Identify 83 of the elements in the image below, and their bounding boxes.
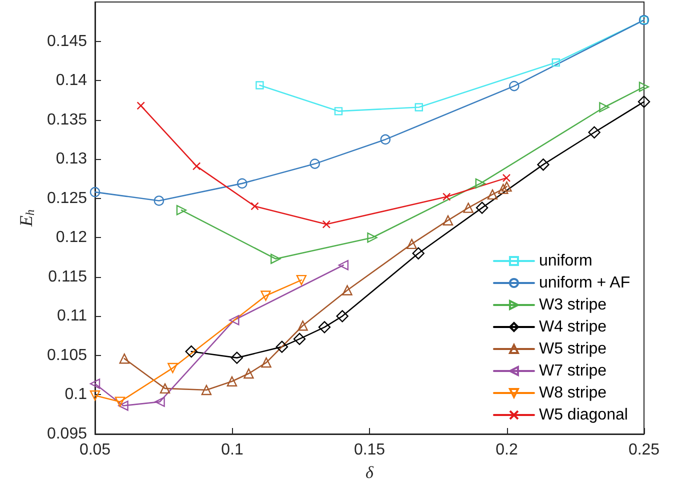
point bbox=[509, 80, 520, 92]
point bbox=[90, 186, 100, 198]
point bbox=[638, 96, 650, 108]
y-tick-label: 0.1 bbox=[64, 386, 88, 404]
legend-label: W5 stripe bbox=[538, 340, 607, 358]
point bbox=[442, 192, 451, 201]
point bbox=[136, 102, 145, 110]
point bbox=[498, 184, 508, 194]
x-tick-label: 0.15 bbox=[354, 442, 386, 458]
point bbox=[256, 81, 264, 90]
point bbox=[176, 205, 187, 216]
point bbox=[406, 238, 417, 250]
point bbox=[380, 134, 391, 145]
point bbox=[412, 247, 424, 260]
point bbox=[154, 196, 164, 206]
y-tick-label: 0.145 bbox=[46, 32, 88, 50]
point bbox=[487, 189, 498, 200]
point bbox=[463, 202, 474, 213]
y-tick-label: 0.105 bbox=[46, 346, 88, 364]
point bbox=[154, 396, 165, 407]
y-tick-label: 0.095 bbox=[46, 426, 88, 442]
point bbox=[298, 320, 308, 331]
point bbox=[552, 58, 560, 67]
point bbox=[114, 396, 126, 407]
point bbox=[185, 345, 198, 358]
point bbox=[250, 202, 259, 210]
point bbox=[90, 390, 100, 401]
point bbox=[192, 162, 201, 170]
point bbox=[226, 376, 238, 386]
y-tick-label: 0.11 bbox=[57, 308, 88, 325]
legend-label: W5 diagonal bbox=[538, 406, 628, 424]
x-tick-label: 0.25 bbox=[628, 442, 660, 458]
point bbox=[244, 368, 254, 379]
x-tick-label: 0.05 bbox=[79, 442, 111, 458]
point bbox=[322, 220, 331, 228]
y-tick-label: 0.125 bbox=[46, 190, 88, 207]
legend-label: W4 stripe bbox=[538, 318, 607, 336]
point bbox=[119, 353, 130, 364]
point bbox=[599, 102, 610, 112]
x-axis-title: δ bbox=[366, 463, 375, 482]
point bbox=[260, 290, 271, 301]
legend-label: uniform bbox=[538, 252, 592, 270]
point bbox=[318, 321, 331, 334]
point bbox=[237, 178, 248, 189]
point bbox=[502, 174, 511, 182]
point bbox=[168, 362, 178, 374]
point bbox=[296, 274, 307, 286]
point bbox=[334, 107, 343, 116]
point bbox=[270, 254, 281, 264]
point bbox=[336, 310, 348, 322]
point bbox=[310, 158, 320, 169]
point bbox=[476, 202, 488, 214]
point bbox=[293, 332, 306, 346]
legend-label: W3 stripe bbox=[538, 296, 607, 314]
y-tick-label: 0.115 bbox=[48, 268, 88, 286]
point bbox=[160, 383, 170, 394]
point bbox=[475, 178, 486, 189]
y-tick-label: 0.13 bbox=[56, 150, 88, 168]
point bbox=[342, 285, 352, 296]
point bbox=[588, 126, 600, 138]
point bbox=[502, 181, 512, 192]
y-tick-label: 0.135 bbox=[46, 111, 88, 128]
point bbox=[638, 82, 650, 92]
legend-label: uniform + AF bbox=[538, 274, 630, 292]
y-axis-title: Eh bbox=[16, 210, 38, 228]
point bbox=[537, 158, 550, 171]
y-tick-label: 0.14 bbox=[56, 72, 88, 90]
point bbox=[276, 340, 288, 353]
point bbox=[90, 378, 100, 389]
y-tick-label: 0.12 bbox=[56, 229, 88, 246]
point bbox=[442, 215, 454, 226]
point bbox=[367, 232, 378, 243]
legend-label: W7 stripe bbox=[538, 362, 607, 380]
x-tick-label: 0.2 bbox=[496, 442, 518, 458]
point bbox=[230, 352, 244, 364]
point bbox=[118, 400, 128, 411]
point bbox=[338, 260, 349, 270]
x-tick-label: 0.1 bbox=[221, 442, 244, 458]
point bbox=[201, 384, 212, 396]
point bbox=[414, 103, 424, 112]
point bbox=[261, 357, 272, 368]
legend-label: W8 stripe bbox=[538, 384, 607, 402]
point bbox=[229, 315, 240, 326]
